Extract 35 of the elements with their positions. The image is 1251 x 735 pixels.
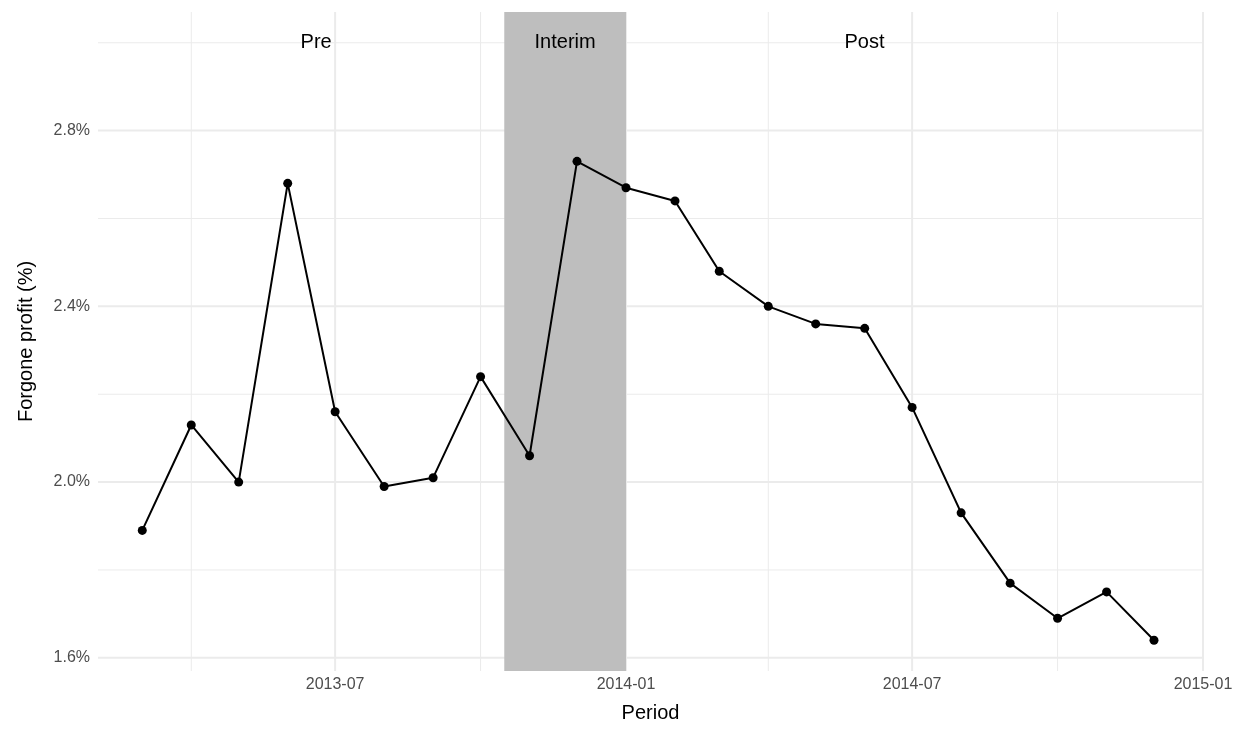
point [956, 508, 966, 518]
x-tick-label: 2014-07 [882, 675, 942, 692]
y-tick-label: 2.0% [53, 472, 90, 490]
annotation: Post [844, 30, 885, 53]
x-tick-label: 2014-01 [596, 675, 656, 692]
point [860, 323, 870, 333]
point [572, 156, 582, 166]
point [763, 301, 773, 311]
point [1053, 613, 1063, 623]
y-tick-label: 2.4% [53, 296, 90, 314]
point [1102, 587, 1112, 597]
band-label: Interim [534, 30, 596, 53]
point [907, 402, 917, 412]
point [186, 420, 196, 430]
point [811, 319, 821, 329]
point [1005, 578, 1015, 588]
y-tick-label: 1.6% [53, 648, 90, 666]
point [621, 183, 631, 193]
x-tick-label: 2015-01 [1173, 675, 1233, 692]
point [670, 196, 680, 206]
x-axis-title: Period [621, 701, 680, 723]
point [137, 525, 147, 535]
y-tick-label: 2.8% [53, 120, 90, 138]
y-axis-title: Forgone profit (%) [14, 260, 36, 423]
point [283, 178, 293, 188]
x-tick-label: 2013-07 [305, 675, 365, 692]
point [525, 451, 535, 461]
point [234, 477, 244, 487]
point [428, 473, 438, 483]
point [714, 266, 724, 276]
point [379, 481, 389, 491]
point [476, 372, 486, 382]
point [1149, 635, 1159, 645]
point [330, 407, 340, 417]
annotation: Pre [300, 30, 332, 53]
